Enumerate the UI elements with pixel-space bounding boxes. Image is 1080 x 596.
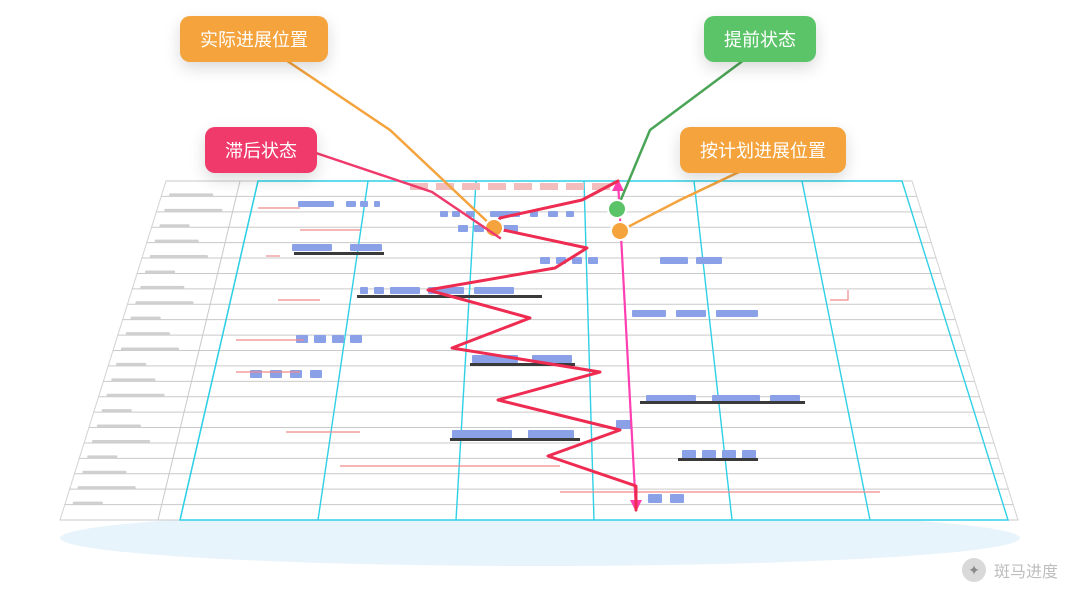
callout-actual-progress: 实际进展位置 <box>180 16 328 62</box>
callout-actual-label: 实际进展位置 <box>200 30 308 50</box>
callout-delay-status: 滞后状态 <box>205 127 317 173</box>
diagram-stage: 实际进展位置 提前状态 滞后状态 按计划进展位置 ✦ 斑马进度 <box>0 0 1080 596</box>
diagram-svg <box>0 0 1080 596</box>
watermark: ✦ 斑马进度 <box>962 558 1058 582</box>
watermark-text: 斑马进度 <box>994 558 1058 582</box>
callout-delay-label: 滞后状态 <box>225 141 297 161</box>
callout-planned-label: 按计划进展位置 <box>700 141 826 161</box>
callout-ahead-label: 提前状态 <box>724 30 796 50</box>
callout-ahead-status: 提前状态 <box>704 16 816 62</box>
watermark-icon: ✦ <box>962 558 986 582</box>
callout-planned-progress: 按计划进展位置 <box>680 127 846 173</box>
